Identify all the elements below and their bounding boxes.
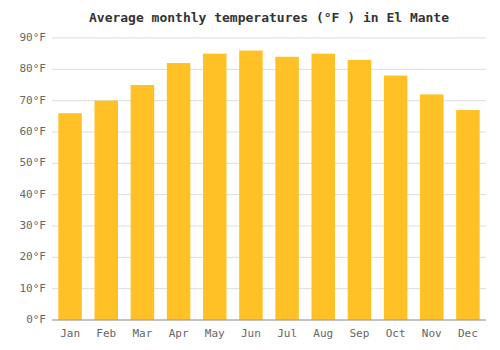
y-tick-label: 30°F xyxy=(20,219,47,232)
y-tick-label: 80°F xyxy=(20,62,47,75)
x-tick-label: Feb xyxy=(96,327,116,340)
grid-line xyxy=(52,320,486,321)
x-tick-label: Oct xyxy=(386,327,406,340)
y-tick-label: 70°F xyxy=(20,94,47,107)
y-tick-label: 0°F xyxy=(26,313,46,326)
chart-container: Average monthly temperatures (°F ) in El… xyxy=(0,0,500,350)
x-tick-label: Dec xyxy=(458,327,478,340)
x-axis-line xyxy=(52,320,486,321)
x-tick-label: Apr xyxy=(169,327,189,340)
bar xyxy=(384,76,408,320)
y-tick-label: 20°F xyxy=(20,250,47,263)
y-tick-label: 40°F xyxy=(20,188,47,201)
x-tick-label: Jan xyxy=(60,327,80,340)
y-tick-label: 50°F xyxy=(20,156,47,169)
bar xyxy=(131,85,155,320)
bar xyxy=(203,54,227,320)
bar xyxy=(58,113,82,320)
x-axis: Jan Feb Mar Apr May Jun Jul Aug Sep Oct Nov Dec xyxy=(60,327,478,340)
bar xyxy=(456,110,480,320)
grid xyxy=(52,38,486,320)
y-tick-label: 60°F xyxy=(20,125,47,138)
y-tick-label: 90°F xyxy=(20,31,47,44)
bar xyxy=(94,101,118,320)
x-tick-label: Aug xyxy=(313,327,333,340)
chart-svg: Average monthly temperatures (°F ) in El… xyxy=(0,0,500,350)
grid-line xyxy=(52,69,486,70)
x-tick-label: Jul xyxy=(277,327,297,340)
title: Average monthly temperatures (°F ) in El… xyxy=(89,10,449,25)
x-tick-label: Mar xyxy=(132,327,152,340)
bar xyxy=(311,54,335,320)
x-tick-label: Jun xyxy=(241,327,261,340)
bars xyxy=(58,51,479,320)
bar xyxy=(167,63,191,320)
grid-line xyxy=(52,38,486,39)
bar xyxy=(239,51,263,320)
x-tick-label: Nov xyxy=(422,327,442,340)
x-tick-label: Sep xyxy=(349,327,369,340)
bar xyxy=(348,60,372,320)
y-tick-label: 10°F xyxy=(20,282,47,295)
x-tick-label: May xyxy=(205,327,225,340)
y-axis: 0°F 10°F 20°F 30°F 40°F 50°F 60°F 70°F 80°F 90°F xyxy=(20,31,47,326)
bar xyxy=(275,57,299,320)
bar xyxy=(420,94,444,320)
